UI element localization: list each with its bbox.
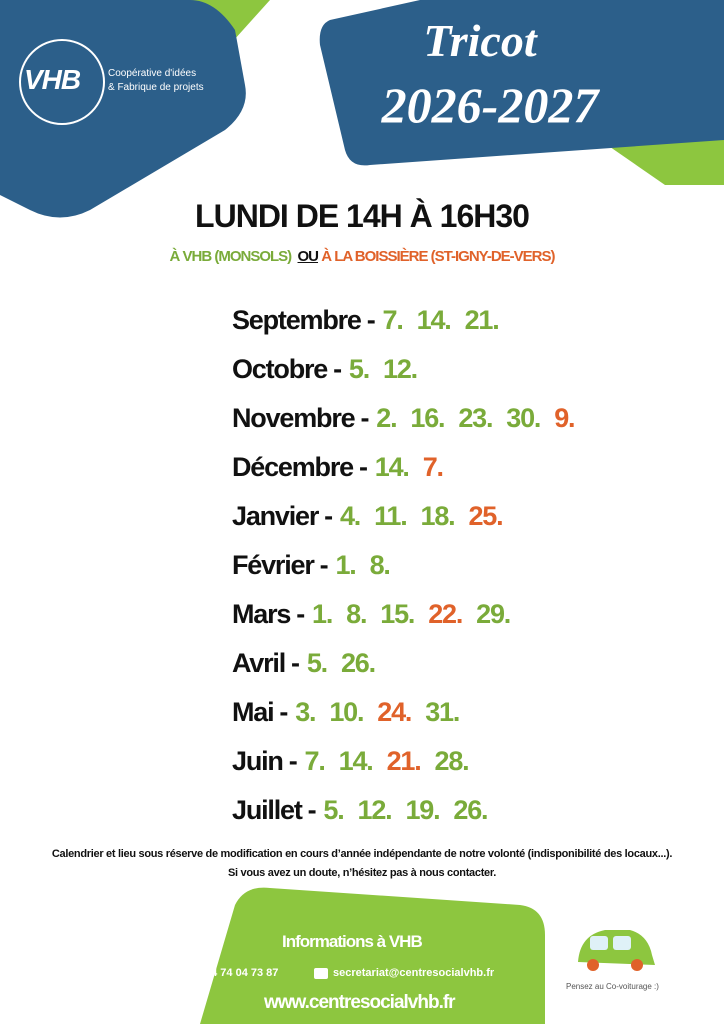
month-row: Novembre -2. 16. 23. 30. 9. xyxy=(232,394,576,443)
separator: - xyxy=(279,697,288,727)
month-name: Mars xyxy=(232,599,291,629)
website: www.centresocialvhb.fr xyxy=(264,992,456,1013)
separator: - xyxy=(296,599,305,629)
date: 14. xyxy=(338,746,374,776)
date: 14. xyxy=(416,305,452,335)
date: 3. xyxy=(295,697,316,727)
logo: VHB xyxy=(24,64,81,95)
email: secretariat@centresocialvhb.fr xyxy=(333,967,495,979)
month-row: Septembre -7. 14. 21. xyxy=(232,296,574,345)
date: 16. xyxy=(410,403,445,433)
schedule-time: LUNDI DE 14H À 16H30 xyxy=(195,198,530,234)
place-1: À VHB (MONSOLS) xyxy=(169,248,293,265)
logo-ring xyxy=(19,39,105,125)
month-row: Janvier -4. 11. 18. 25. xyxy=(232,492,574,541)
month-name: Juillet xyxy=(232,795,303,825)
separator: - xyxy=(319,550,329,580)
date: 9. xyxy=(554,403,575,433)
month-row: Avril -5. 26. xyxy=(232,639,574,688)
date: 24. xyxy=(377,697,412,727)
date: 7. xyxy=(382,305,404,335)
carpool: Pensez au Co-voiturage :) xyxy=(566,982,659,991)
date: 8. xyxy=(369,550,391,580)
date: 12. xyxy=(357,795,393,825)
separator: - xyxy=(366,305,376,335)
date: 1. xyxy=(312,599,333,629)
date: 5. xyxy=(323,795,344,825)
month-row: Juillet -5. 12. 19. 26. xyxy=(232,786,574,835)
schedule-places: À VHB (MONSOLS) OU À LA BOISSIÈRE (ST-IG… xyxy=(0,248,724,265)
years: 2026-2027 xyxy=(381,77,599,133)
date: 26. xyxy=(453,795,488,825)
note: Si vous avez un doute, n’hésitez pas à n… xyxy=(227,867,497,879)
date: 30. xyxy=(506,403,541,433)
date: 23. xyxy=(458,403,493,433)
logo-panel xyxy=(0,0,246,218)
month-row: Décembre -14. 7. xyxy=(232,443,574,492)
month-name: Septembre xyxy=(232,305,362,335)
date: 5. xyxy=(306,648,328,678)
date: 25. xyxy=(468,501,503,531)
date: 11. xyxy=(374,501,408,531)
date: 4. xyxy=(339,501,361,531)
phone: 04 74 04 73 87 xyxy=(205,967,279,979)
month-row: Février -1. 8. xyxy=(232,541,574,590)
month-name: Octobre xyxy=(232,354,328,384)
date: 5. xyxy=(348,354,370,384)
month-row: Mai -3. 10. 24. 31. xyxy=(232,688,574,737)
car-icon xyxy=(578,930,655,971)
date: 21. xyxy=(386,746,422,776)
footer-panel xyxy=(200,887,545,1024)
month-name: Décembre xyxy=(232,452,354,482)
month-name: Novembre xyxy=(232,403,356,433)
month-list: Septembre -7. 14. 21. Octobre -5. 12. Novembre -… xyxy=(232,296,576,835)
month-name: Avril xyxy=(232,648,286,678)
separator: - xyxy=(360,403,369,433)
month-row: Juin -7. 14. 21. 28. xyxy=(232,737,574,786)
date: 29. xyxy=(476,599,511,629)
or: OU xyxy=(297,248,319,265)
date: 8. xyxy=(346,599,367,629)
month-name: Janvier xyxy=(232,501,319,531)
note: Calendrier et lieu sous réserve de modif… xyxy=(51,848,673,860)
tagline: Coopérative d'idées xyxy=(108,68,197,79)
title-panel xyxy=(319,0,724,166)
month-name: Juin xyxy=(232,746,284,776)
tagline: & Fabrique de projets xyxy=(108,82,204,93)
date: 12. xyxy=(383,354,418,384)
month-row: Mars -1. 8. 15. 22. 29. xyxy=(232,590,574,639)
date: 7. xyxy=(422,452,444,482)
phone-icon xyxy=(188,968,200,980)
date: 31. xyxy=(425,697,460,727)
date: 15. xyxy=(380,599,415,629)
date: 7. xyxy=(304,746,326,776)
month-name: Février xyxy=(232,550,315,580)
date: 22. xyxy=(428,599,463,629)
date: 21. xyxy=(464,305,500,335)
date: 10. xyxy=(329,697,364,727)
date: 28. xyxy=(434,746,470,776)
title: Tricot xyxy=(423,15,537,66)
date: 2. xyxy=(376,403,397,433)
separator: - xyxy=(333,354,342,384)
footer-heading: Informations à VHB xyxy=(282,932,423,951)
date: 26. xyxy=(340,648,376,678)
separator: - xyxy=(324,501,333,531)
date: 18. xyxy=(420,501,456,531)
separator: - xyxy=(291,648,300,678)
date: 1. xyxy=(335,550,356,580)
place-2: À LA BOISSIÈRE (ST-IGNY-DE-VERS) xyxy=(321,248,555,265)
date: 14. xyxy=(374,452,410,482)
separator: - xyxy=(288,746,298,776)
month-row: Octobre -5. 12. xyxy=(232,345,574,394)
month-name: Mai xyxy=(232,697,275,727)
mail-icon xyxy=(314,968,328,979)
separator: - xyxy=(307,795,317,825)
separator: - xyxy=(358,452,368,482)
date: 19. xyxy=(405,795,440,825)
